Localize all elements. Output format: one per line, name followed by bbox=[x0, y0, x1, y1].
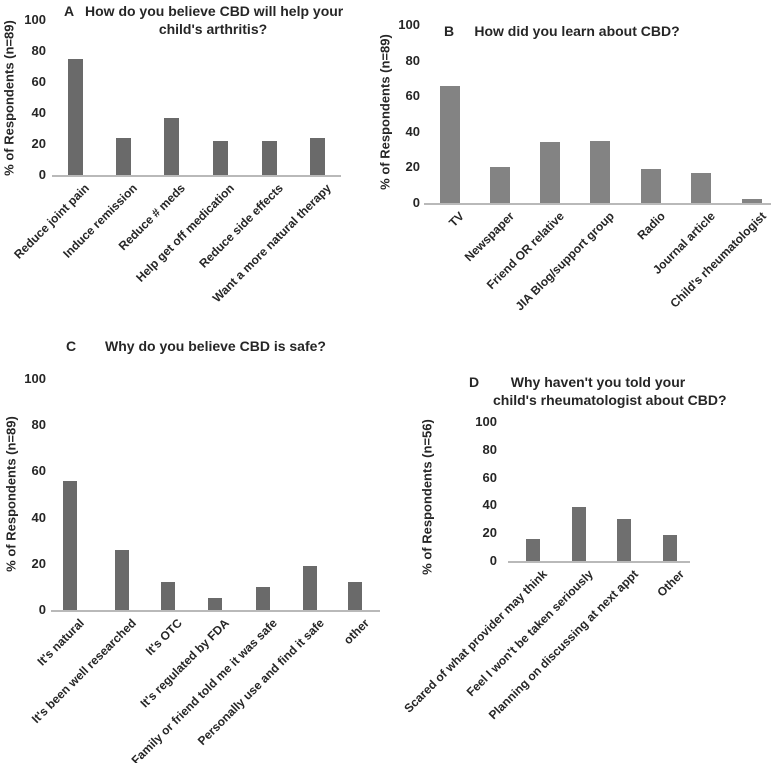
y-tick-label: 100 bbox=[24, 12, 46, 27]
panel-title-c: Why do you believe CBD is safe? bbox=[103, 337, 328, 355]
y-tick-label: 20 bbox=[31, 555, 46, 571]
panel-title-line: How did you learn about CBD? bbox=[474, 23, 680, 39]
y-tick-label: 40 bbox=[405, 123, 420, 139]
panel-title-line: child's arthritis? bbox=[158, 21, 268, 37]
bar-it-s-natural bbox=[63, 480, 77, 610]
y-tick-label: 20 bbox=[482, 525, 497, 541]
bar-planning-on-discussing-at-next-appt bbox=[617, 519, 631, 561]
x-axis-line bbox=[424, 203, 771, 205]
panel-title-line: How do you believe CBD will help your bbox=[85, 3, 344, 19]
x-category-label: Reduce side effects bbox=[196, 181, 286, 271]
y-tick-label: 40 bbox=[31, 509, 46, 525]
y-tick-label: 80 bbox=[482, 441, 497, 457]
panel-title-line: Why haven't you told your bbox=[510, 374, 686, 390]
bar-tv bbox=[440, 85, 460, 203]
y-tick-label: 0 bbox=[38, 167, 46, 182]
x-category-label: Child's rheumatologist bbox=[667, 209, 769, 311]
y-tick-label: 0 bbox=[412, 195, 420, 210]
panel-letter-c: C bbox=[66, 338, 77, 354]
x-axis-line bbox=[51, 610, 380, 612]
bar-reduce-meds bbox=[163, 117, 179, 175]
panel-title-line: child's rheumatologist about CBD? bbox=[493, 392, 727, 408]
bar-jia-blog-support-group bbox=[590, 140, 610, 203]
panel-title-line: Why do you believe CBD is safe? bbox=[105, 338, 326, 354]
bar-it-s-been-well-researched bbox=[115, 549, 129, 610]
y-tick-label: 80 bbox=[31, 417, 46, 433]
y-tick-label: 0 bbox=[38, 602, 46, 617]
y-tick-label: 80 bbox=[31, 43, 46, 58]
y-tick-label: 100 bbox=[24, 371, 46, 386]
y-tick-label: 100 bbox=[475, 414, 497, 429]
bar-friend-or-relative bbox=[540, 142, 560, 203]
bar-reduce-side-effects bbox=[261, 140, 277, 175]
bar-scared-of-what-provider-may-think bbox=[526, 538, 540, 561]
panel-title-a: How do you believe CBD will help your ch… bbox=[85, 2, 344, 38]
x-axis-line bbox=[52, 175, 341, 177]
x-category-label: Radio bbox=[634, 209, 668, 243]
bar-child-s-rheumatologist bbox=[742, 199, 762, 203]
bar-want-a-more-natural-therapy bbox=[309, 137, 325, 175]
bar-feel-i-won-t-be-taken-seriously bbox=[572, 506, 586, 561]
bar-newspaper bbox=[490, 167, 510, 203]
bar-other bbox=[663, 534, 677, 561]
y-axis-label-d: % of Respondents (n=56) bbox=[419, 419, 435, 575]
bar-it-s-otc bbox=[161, 582, 175, 610]
bar-radio bbox=[641, 169, 661, 203]
y-tick-label: 60 bbox=[482, 469, 497, 485]
panel-letter-d: D bbox=[469, 374, 480, 390]
y-tick-label: 0 bbox=[489, 553, 497, 568]
y-tick-label: 60 bbox=[405, 88, 420, 104]
bar-family-or-friend-told-me-it-was-safe bbox=[256, 586, 270, 610]
y-tick-label: 60 bbox=[31, 74, 46, 89]
panel-letter-b: B bbox=[444, 23, 455, 39]
x-axis-line bbox=[508, 561, 690, 563]
y-tick-label: 80 bbox=[405, 52, 420, 68]
x-category-label: Newspaper bbox=[461, 209, 517, 265]
bar-reduce-joint-pain bbox=[67, 58, 83, 175]
y-tick-label: 60 bbox=[31, 463, 46, 479]
x-category-label: JIA Blog/support group bbox=[512, 209, 617, 314]
bar-journal-article bbox=[691, 172, 711, 203]
x-category-label: Journal article bbox=[649, 209, 718, 277]
y-tick-label: 100 bbox=[398, 17, 420, 32]
y-tick-label: 20 bbox=[405, 159, 420, 175]
x-category-label: Friend OR relative bbox=[483, 209, 567, 292]
y-axis-label-c: % of Respondents (n=89) bbox=[3, 416, 19, 572]
panel-letter-a: A bbox=[64, 3, 75, 19]
panel-title-b: How did you learn about CBD? bbox=[468, 22, 686, 40]
panel-title-d: Why haven't you told your child's rheuma… bbox=[493, 373, 727, 409]
bar-it-s-regulated-by-fda bbox=[208, 598, 222, 610]
y-tick-label: 40 bbox=[482, 497, 497, 513]
bar-induce-remission bbox=[115, 137, 131, 175]
y-tick-label: 40 bbox=[31, 105, 46, 120]
bar-personally-use-and-find-it-safe bbox=[303, 566, 317, 610]
bar-other bbox=[348, 582, 362, 610]
y-tick-label: 20 bbox=[31, 136, 46, 151]
bar-help-get-off-medication bbox=[212, 140, 228, 175]
